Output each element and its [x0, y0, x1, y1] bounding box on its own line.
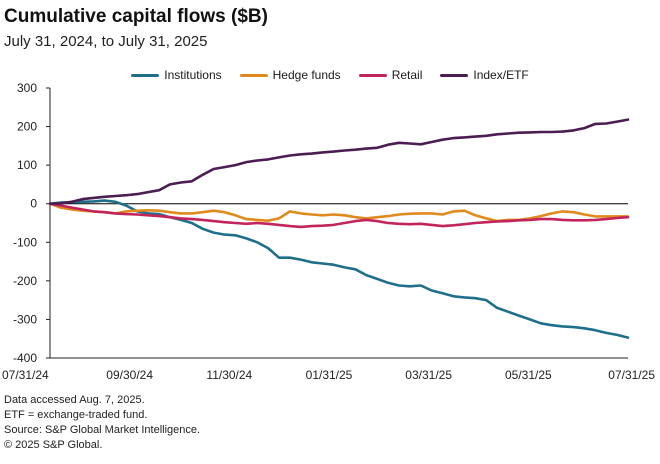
legend-swatch-index-etf	[440, 73, 469, 77]
legend-swatch-hedge-funds	[239, 73, 268, 77]
y-tick-label: 200	[17, 120, 37, 134]
legend-label-hedge-funds: Hedge funds	[272, 68, 341, 82]
x-tick-label: 03/31/25	[405, 368, 452, 382]
chart-subtitle: July 31, 2024, to July 31, 2025	[4, 33, 208, 50]
note-source: Source: S&P Global Market Intelligence.	[4, 424, 201, 436]
x-tick-label: 09/30/24	[106, 368, 153, 382]
y-tick-label: -200	[13, 274, 37, 288]
note-copyright: © 2025 S&P Global.	[4, 439, 103, 451]
legend-label-retail: Retail	[391, 68, 423, 82]
series-line-index-etf	[48, 118, 630, 205]
x-tick-label: 07/31/25	[608, 368, 655, 382]
legend-swatch-institutions	[131, 73, 160, 77]
series-line-retail	[48, 202, 630, 229]
legend-label-index-etf: Index/ETF	[473, 68, 529, 82]
chart-legend: Institutions Hedge funds Retail Index/ET…	[0, 68, 660, 82]
note-etf: ETF = exchange-traded fund.	[4, 409, 148, 421]
y-tick-label: 300	[17, 81, 37, 95]
y-tick-label: 0	[30, 197, 37, 211]
y-tick-label: -300	[13, 312, 37, 326]
legend-item-retail: Retail	[358, 68, 423, 82]
legend-label-institutions: Institutions	[164, 68, 222, 82]
chart-notes: Data accessed Aug. 7, 2025. ETF = exchan…	[4, 393, 200, 453]
x-tick-label: 01/31/25	[306, 368, 353, 382]
series-line-hedge-funds	[48, 202, 630, 223]
note-accessed: Data accessed Aug. 7, 2025.	[4, 394, 145, 406]
legend-item-index-etf: Index/ETF	[440, 68, 529, 82]
chart-title: Cumulative capital flows ($B)	[4, 6, 268, 27]
y-tick-label: -400	[13, 351, 37, 365]
legend-swatch-retail	[358, 73, 387, 77]
x-tick-label: 11/30/24	[206, 368, 252, 382]
x-tick-label: 05/31/25	[505, 368, 552, 382]
y-tick-label: -100	[13, 235, 37, 249]
series-line-institutions	[48, 199, 630, 339]
y-tick-label: 100	[17, 158, 37, 172]
legend-item-hedge-funds: Hedge funds	[239, 68, 341, 82]
legend-item-institutions: Institutions	[131, 68, 222, 82]
x-tick-label: 07/31/24	[2, 368, 49, 382]
